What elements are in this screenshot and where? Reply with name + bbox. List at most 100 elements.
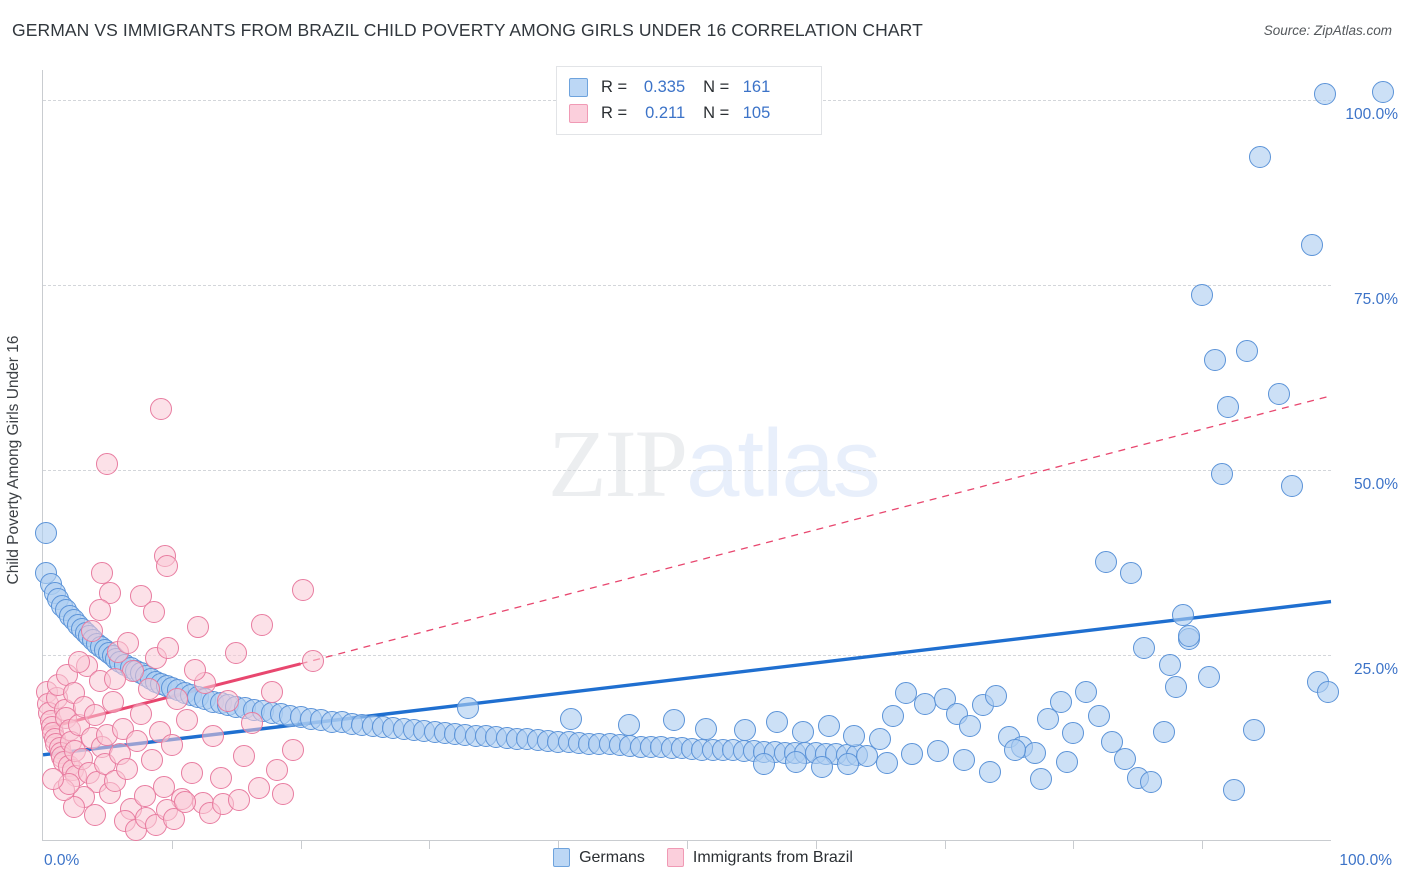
data-point: [176, 709, 199, 732]
data-point: [1120, 562, 1143, 585]
data-point: [978, 760, 1001, 783]
data-point: [560, 707, 583, 730]
data-point: [1062, 722, 1085, 745]
data-point: [1300, 233, 1323, 256]
data-point: [1210, 463, 1233, 486]
data-point: [225, 642, 248, 665]
trend-lines: [42, 395, 1332, 757]
data-point: [1088, 704, 1111, 727]
data-point: [227, 789, 250, 812]
legend-item-germans[interactable]: Germans: [553, 848, 645, 867]
x-axis-tick: [687, 840, 688, 849]
data-point: [1178, 624, 1201, 647]
data-point: [1191, 284, 1214, 307]
data-point: [882, 704, 905, 727]
x-axis-tick: [558, 840, 560, 849]
data-point: [186, 615, 209, 638]
data-point: [766, 710, 789, 733]
data-point: [155, 555, 178, 578]
data-point: [292, 578, 315, 601]
plot-area: [34, 70, 1394, 849]
data-point: [129, 703, 152, 726]
data-point: [160, 734, 183, 757]
plot-inner: [34, 70, 1394, 849]
data-point: [1159, 654, 1181, 677]
data-point: [1004, 738, 1027, 761]
data-point: [88, 599, 111, 622]
data-point: [96, 452, 119, 475]
data-point: [250, 614, 273, 637]
stats-n-label: N =: [703, 103, 730, 122]
source-label: Source: ZipAtlas.com: [1263, 23, 1392, 38]
data-point: [142, 600, 165, 623]
stats-r-label: R =: [601, 77, 628, 96]
trendline-germans: [42, 599, 1332, 757]
data-point: [302, 649, 325, 672]
data-point: [914, 692, 937, 715]
data-point: [1139, 770, 1162, 793]
data-point: [952, 749, 975, 772]
data-point: [217, 689, 240, 712]
legend-item-immigrants-from-brazil[interactable]: Immigrants from Brazil: [666, 848, 853, 867]
data-point: [232, 744, 255, 767]
data-point: [817, 714, 840, 737]
data-point: [137, 677, 160, 700]
data-point: [83, 703, 106, 726]
data-point: [163, 808, 186, 831]
y-axis-tick-label: 50.0%: [1354, 475, 1398, 493]
data-point: [133, 784, 156, 807]
data-point: [1313, 82, 1336, 105]
legend-label: Immigrants from Brazil: [692, 848, 853, 866]
statistics-row: R = 0.335 N = 161: [569, 74, 809, 100]
data-point: [1030, 768, 1053, 791]
legend-swatch-blue: [553, 848, 571, 867]
data-point: [985, 685, 1008, 708]
data-point: [156, 636, 179, 659]
data-point: [248, 777, 271, 800]
stats-n-value: 161: [742, 77, 771, 96]
data-point: [618, 714, 641, 737]
data-point: [1371, 81, 1394, 104]
data-point: [101, 691, 124, 714]
x-axis-tick: [944, 840, 946, 849]
data-point: [62, 796, 85, 819]
y-axis-title: Child Poverty Among Girls Under 16: [0, 0, 28, 892]
data-point: [663, 709, 686, 732]
data-point: [1268, 382, 1291, 405]
stats-n-label: N =: [703, 77, 730, 96]
data-point: [261, 680, 284, 703]
stats-n-value: 105: [742, 103, 771, 122]
x-axis-tick: [429, 840, 431, 849]
data-point: [753, 752, 776, 775]
stats-swatch-pink: [569, 103, 588, 123]
data-point: [1236, 340, 1259, 363]
data-point: [98, 581, 121, 604]
data-point: [1133, 636, 1156, 659]
data-point: [695, 717, 718, 740]
data-point: [83, 803, 106, 826]
x-axis-tick: [300, 840, 302, 849]
data-point: [126, 729, 149, 752]
stats-r-label: R =: [601, 103, 628, 122]
gridline: [43, 469, 1331, 471]
data-point: [42, 768, 65, 791]
data-point: [1055, 750, 1078, 773]
data-point: [1036, 708, 1059, 731]
stats-r-value: 0.211: [645, 103, 686, 122]
page-title: GERMAN VS IMMIGRANTS FROM BRAZIL CHILD P…: [12, 20, 923, 40]
legend-swatch-pink: [666, 848, 684, 867]
stats-r-value: 0.335: [643, 77, 686, 96]
stats-swatch-blue: [569, 77, 588, 97]
gridline: [43, 284, 1331, 286]
legend-label: Germans: [579, 848, 645, 866]
data-point: [875, 752, 898, 774]
data-point: [837, 753, 859, 776]
data-point: [1204, 349, 1227, 372]
y-axis-title-text: Child Poverty Among Girls Under 16: [5, 335, 22, 585]
data-point: [901, 743, 924, 766]
statistics-legend: R = 0.335 N = 161 R = 0.211 N = 105: [556, 66, 822, 135]
data-point: [1152, 720, 1175, 743]
data-point: [129, 584, 152, 607]
data-point: [894, 682, 917, 705]
data-point: [165, 688, 188, 711]
